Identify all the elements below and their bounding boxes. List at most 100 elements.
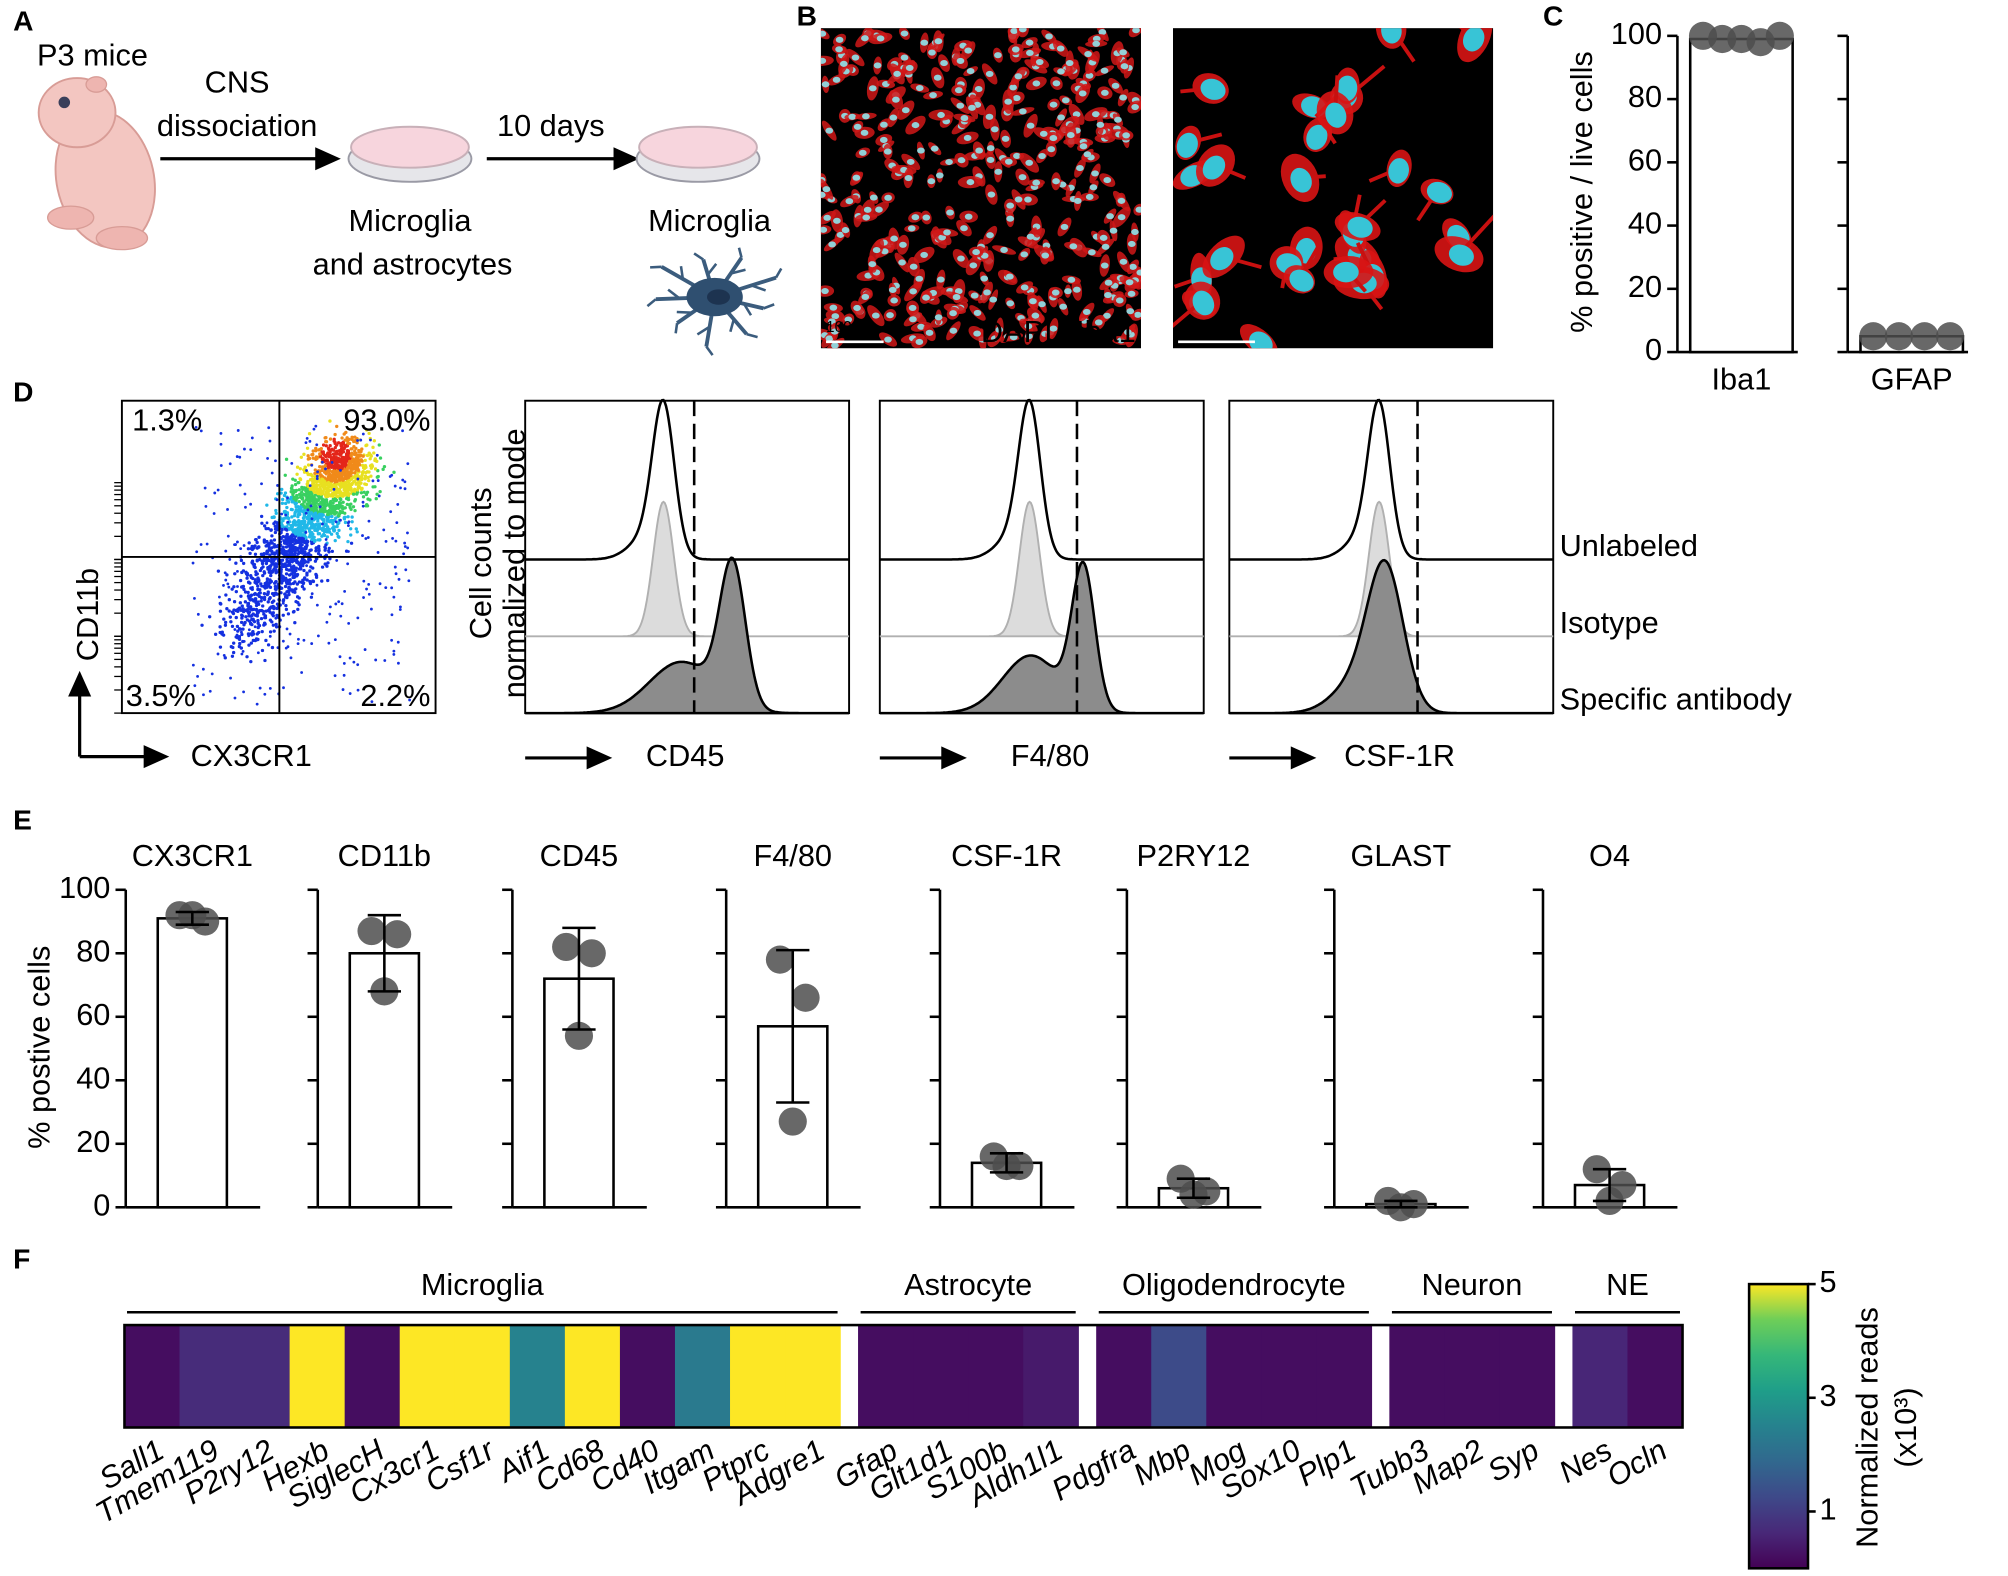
event	[265, 503, 269, 507]
dapi-signal	[825, 335, 834, 342]
dapi-signal	[861, 35, 869, 42]
event	[302, 504, 306, 508]
event	[394, 539, 398, 543]
event	[307, 492, 311, 496]
dapi-signal	[1011, 46, 1020, 53]
dapi-signal	[1041, 252, 1050, 259]
dapi-signal	[905, 64, 914, 71]
dapi-signal	[1018, 108, 1027, 115]
dapi-signal	[990, 126, 999, 133]
event	[315, 474, 319, 478]
event	[343, 475, 347, 480]
dapi-signal	[915, 84, 924, 92]
dapi-signal	[841, 227, 850, 234]
dish-label: Microglia	[648, 203, 772, 238]
event	[318, 473, 322, 477]
y-tick-label: 0	[1645, 332, 1662, 367]
event	[330, 491, 335, 496]
event	[260, 630, 264, 634]
event	[241, 627, 245, 631]
event	[306, 521, 311, 525]
event	[239, 547, 243, 551]
colorbar-tick-label: 3	[1820, 1378, 1837, 1413]
event	[274, 568, 278, 572]
event	[242, 623, 246, 627]
event	[343, 520, 348, 525]
event	[390, 586, 394, 590]
event	[280, 517, 284, 521]
event	[293, 580, 297, 584]
event	[225, 573, 229, 577]
event	[273, 524, 277, 529]
event	[293, 621, 297, 625]
cell-branch	[763, 303, 775, 310]
y-axis-label: % postive cells	[21, 946, 56, 1149]
event	[218, 609, 223, 613]
event	[315, 456, 319, 461]
event	[332, 529, 336, 533]
micrograph-cells	[820, 28, 1141, 349]
event	[276, 484, 279, 487]
event	[325, 535, 330, 539]
event	[262, 592, 267, 596]
event	[265, 521, 269, 525]
event	[283, 562, 287, 566]
event	[292, 537, 297, 541]
dapi-signal	[911, 214, 920, 221]
heatmap-cell	[1206, 1325, 1262, 1428]
event	[392, 595, 396, 599]
dapi-signal	[880, 121, 888, 128]
event	[297, 603, 301, 607]
event	[247, 610, 252, 614]
event	[333, 497, 337, 501]
event	[338, 655, 342, 659]
event	[339, 614, 343, 618]
event	[361, 495, 366, 499]
event	[319, 446, 323, 451]
panel-title: F4/80	[753, 838, 832, 873]
event	[391, 537, 394, 540]
dapi-signal	[853, 123, 862, 130]
dapi-signal	[875, 206, 883, 213]
axis-label: normalized to mode	[496, 428, 531, 698]
event	[285, 528, 289, 532]
event	[254, 581, 259, 585]
event	[359, 458, 363, 462]
event	[397, 661, 400, 665]
event	[316, 551, 321, 556]
data-point	[1765, 21, 1794, 50]
event	[370, 700, 374, 704]
event	[313, 471, 317, 476]
event	[231, 611, 236, 616]
event	[320, 477, 324, 481]
heatmap-cell	[399, 1325, 456, 1428]
dapi-signal	[1065, 59, 1074, 67]
event	[200, 623, 204, 627]
dapi-signal	[915, 275, 924, 282]
event	[193, 596, 196, 600]
event	[260, 482, 263, 486]
event	[313, 493, 318, 497]
event	[290, 536, 294, 540]
event	[199, 429, 203, 433]
event	[208, 689, 212, 693]
event	[250, 598, 254, 602]
event	[251, 576, 255, 581]
event	[225, 607, 229, 611]
event	[250, 436, 254, 440]
event	[226, 508, 229, 511]
event	[351, 457, 355, 461]
event	[326, 578, 330, 583]
event	[251, 585, 254, 589]
dapi-signal	[909, 263, 918, 270]
event	[343, 589, 347, 593]
dapi-signal	[985, 70, 994, 77]
dapi-signal	[828, 318, 836, 325]
event	[376, 551, 380, 554]
axis-label: CD11b	[70, 568, 105, 661]
event	[304, 540, 308, 544]
dapi-signal	[1125, 279, 1134, 286]
event	[280, 501, 285, 505]
mouse-leg	[95, 225, 149, 251]
dapi-signal	[946, 209, 954, 216]
